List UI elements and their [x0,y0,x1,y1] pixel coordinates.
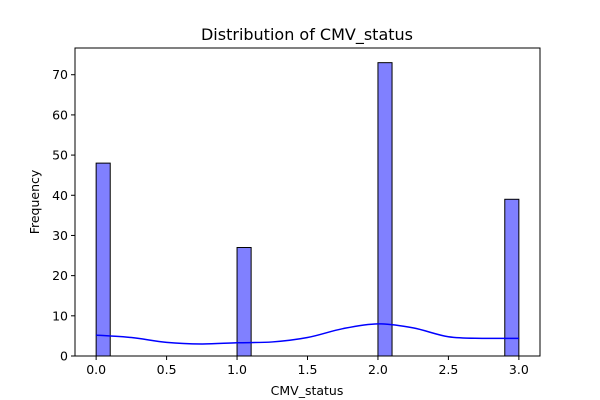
x-tick-label: 0.0 [86,362,106,377]
y-tick-label: 40 [52,188,68,203]
x-tick-label: 1.0 [227,362,247,377]
y-tick-label: 10 [52,308,68,323]
x-tick-label: 2.5 [438,362,458,377]
histogram-bar-2 [377,62,393,357]
chart-title: Distribution of CMV_status [201,25,413,45]
y-tick-label: 50 [52,148,68,163]
x-axis: 0.0 0.5 1.0 1.5 2.0 2.5 3.0 [86,356,529,377]
histogram-bar-1 [236,247,252,357]
histogram-bar-0 [95,162,111,357]
x-tick-label: 1.5 [298,362,318,377]
y-tick-label: 0 [60,349,68,364]
plot-frame [74,47,541,357]
kde-curve [96,323,519,345]
y-tick-label: 30 [52,228,68,243]
y-axis-label: Frequency [27,169,42,234]
x-axis-label: CMV_status [271,383,344,398]
y-tick-label: 70 [52,67,68,82]
histogram-bar-3 [504,198,520,357]
kde-layer [96,323,519,345]
x-tick-label: 3.0 [509,362,529,377]
y-tick-label: 60 [52,107,68,122]
y-tick-label: 20 [52,268,68,283]
x-tick-label: 0.5 [157,362,177,377]
bars-layer [95,62,520,357]
x-tick-label: 2.0 [368,362,388,377]
y-axis: 0 10 20 30 40 50 60 70 [52,67,75,364]
